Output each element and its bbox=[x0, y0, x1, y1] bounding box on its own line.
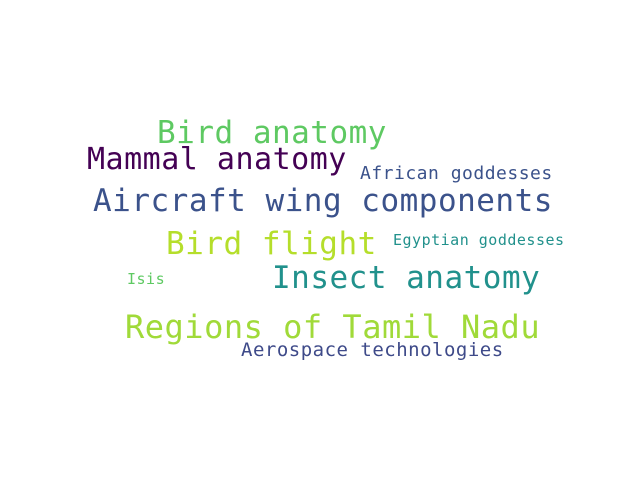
word-regions-of-tamil-nadu: Regions of Tamil Nadu bbox=[125, 308, 541, 346]
word-bird-flight: Bird flight bbox=[166, 226, 377, 262]
word-mammal-anatomy: Mammal anatomy bbox=[87, 142, 347, 177]
word-african-goddesses: African goddesses bbox=[360, 163, 553, 184]
word-insect-anatomy: Insect anatomy bbox=[272, 260, 541, 296]
word-isis: Isis bbox=[127, 270, 166, 288]
word-aircraft-wing-components: Aircraft wing components bbox=[93, 183, 553, 219]
word-aerospace-technologies: Aerospace technologies bbox=[241, 339, 504, 361]
word-bird-anatomy: Bird anatomy bbox=[157, 115, 387, 151]
word-egyptian-goddesses: Egyptian goddesses bbox=[393, 231, 565, 249]
